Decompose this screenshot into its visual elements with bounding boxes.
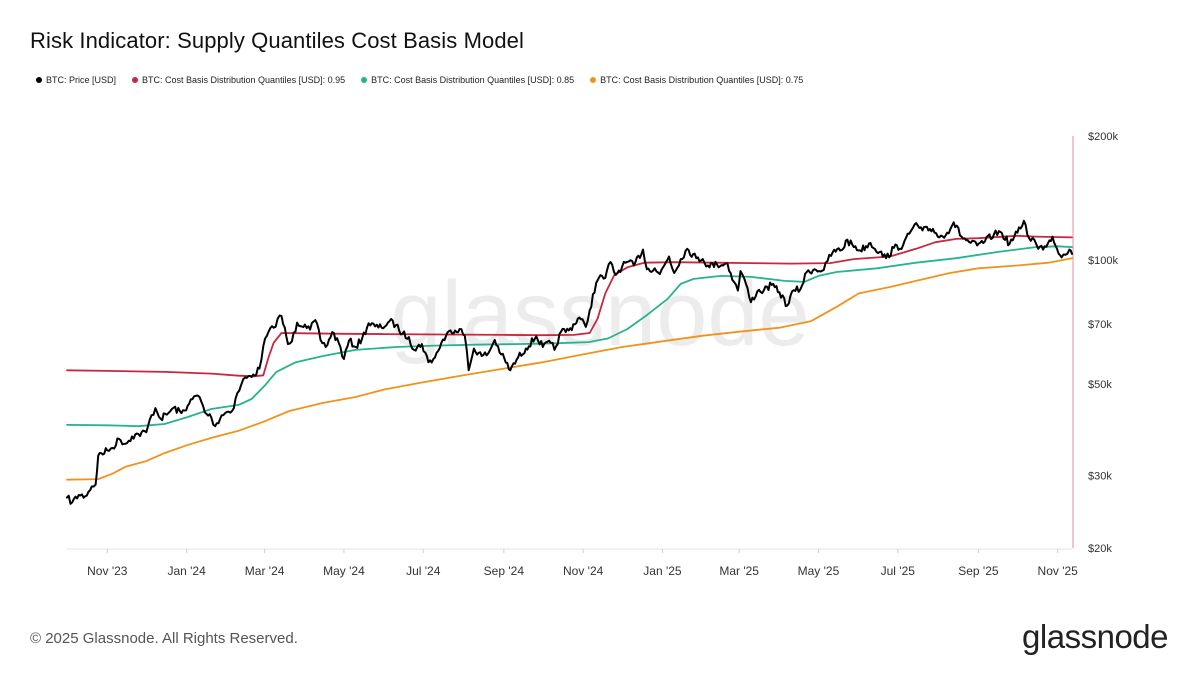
x-tick-label: Jul '24	[406, 564, 441, 578]
legend-item-q95[interactable]: BTC: Cost Basis Distribution Quantiles […	[132, 75, 345, 85]
y-tick-label: $100k	[1088, 255, 1118, 267]
legend-item-price[interactable]: BTC: Price [USD]	[36, 75, 116, 85]
legend-marker-q95	[132, 77, 139, 83]
legend-label-q75: BTC: Cost Basis Distribution Quantiles […	[600, 75, 804, 85]
series-line-q85	[66, 245, 1073, 428]
legend-label-q95: BTC: Cost Basis Distribution Quantiles […	[142, 75, 346, 85]
axes: $200k $100k $70k $50k $30k $20k Nov '23 Jan '24…	[67, 131, 1118, 578]
y-tick-label: $200k	[1088, 131, 1118, 143]
y-tick-label: $20k	[1088, 543, 1112, 555]
brand-logo: glassnode	[1022, 618, 1168, 655]
copyright-footer: © 2025 Glassnode. All Rights Reserved.	[30, 630, 298, 647]
series-line-btc-price	[66, 219, 1073, 505]
legend-label-q85: BTC: Cost Basis Distribution Quantiles […	[371, 75, 575, 85]
x-tick-label: Nov '25	[1038, 564, 1079, 578]
legend-label-price: BTC: Price [USD]	[46, 75, 117, 85]
watermark-logo: glassnode	[390, 263, 809, 365]
x-tick-label: Sep '25	[958, 564, 999, 578]
series-line-q75	[66, 257, 1073, 481]
x-tick-label: Sep '24	[484, 564, 525, 578]
x-tick-label: Jul '25	[881, 564, 916, 578]
chart-legend: BTC: Price [USD] BTC: Cost Basis Distrib…	[36, 75, 803, 85]
legend-marker-q75	[590, 77, 597, 83]
x-tick-label: Nov '24	[563, 564, 604, 578]
series-line-q95	[66, 234, 1073, 378]
series-layer	[66, 219, 1073, 505]
x-tick-label: Mar '25	[719, 564, 759, 578]
x-tick-label: Nov '23	[87, 564, 128, 578]
legend-item-q85[interactable]: BTC: Cost Basis Distribution Quantiles […	[361, 75, 574, 85]
y-tick-label: $50k	[1088, 379, 1112, 391]
legend-marker-price	[36, 77, 42, 83]
chart-title: Risk Indicator: Supply Quantiles Cost Ba…	[30, 28, 525, 53]
legend-item-q75[interactable]: BTC: Cost Basis Distribution Quantiles […	[590, 75, 803, 85]
y-tick-label: $30k	[1088, 470, 1112, 482]
price-chart[interactable]: glassnode $200k $100k $70k $50k $30k $20k Nov …	[0, 0, 1200, 600]
x-tick-label: May '25	[798, 564, 840, 578]
x-tick-label: Jan '24	[167, 564, 206, 578]
x-tick-label: Jan '25	[643, 564, 682, 578]
x-tick-label: May '24	[323, 564, 365, 578]
legend-marker-q85	[361, 77, 368, 83]
x-tick-label: Mar '24	[245, 564, 285, 578]
y-tick-label: $70k	[1088, 319, 1112, 331]
